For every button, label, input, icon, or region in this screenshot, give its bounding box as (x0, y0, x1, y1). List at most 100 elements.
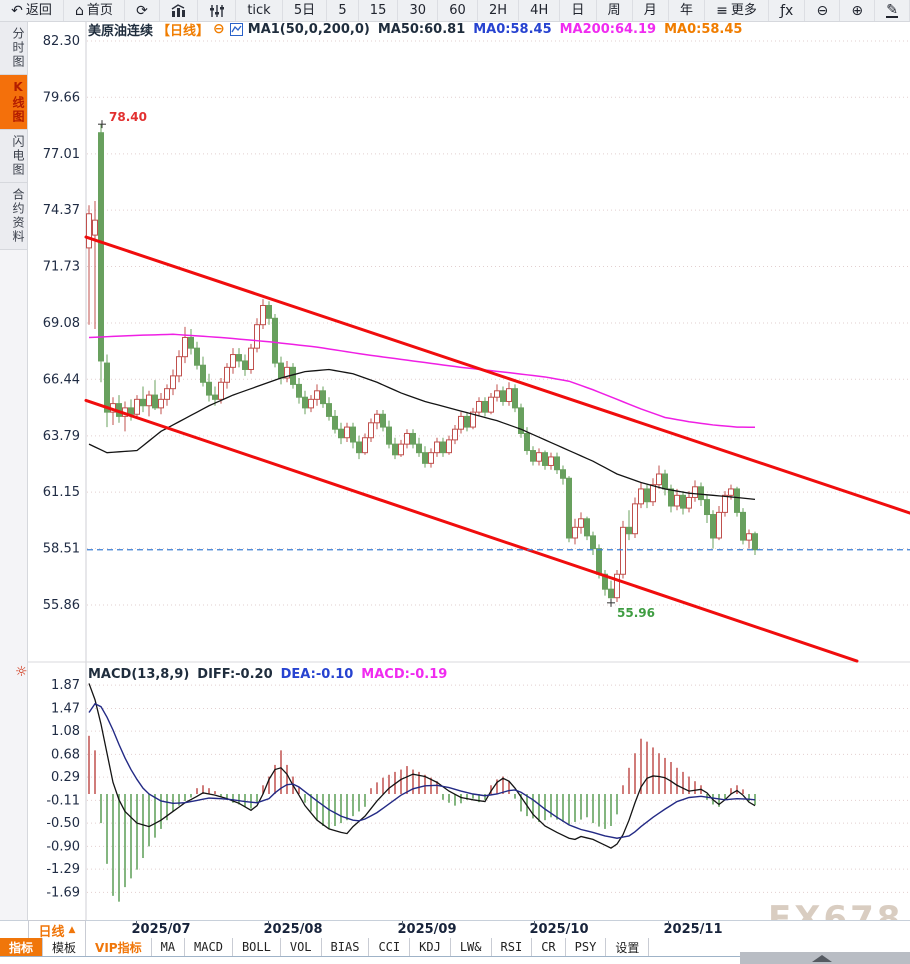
toolbar-tf-day-label: 日 (571, 2, 585, 18)
period-selector[interactable]: 日线 ▲ (28, 920, 86, 940)
sidebar-item-3[interactable]: 合约资料 (0, 183, 27, 250)
tab-KDJ[interactable]: KDJ (410, 938, 451, 956)
candle-body (188, 336, 194, 349)
sidebar-item-0[interactable]: 分时图 (0, 22, 27, 75)
kline-icon (229, 22, 243, 36)
tab-VOL[interactable]: VOL (281, 938, 322, 956)
toolbar-tf-15-button[interactable]: 15 (359, 0, 399, 21)
macd-diff-value: DIFF:-0.20 (197, 666, 273, 682)
collapse-panel-icon[interactable]: ⊖ (213, 21, 225, 37)
toolbar-fx-button[interactable]: ƒx (769, 0, 806, 21)
tab-PSY[interactable]: PSY (566, 938, 607, 956)
low-price-annotation: 55.96 (617, 606, 655, 620)
price-axis-label: 61.15 (43, 485, 80, 500)
candle-body (344, 426, 350, 439)
toolbar-tf-month-label: 月 (643, 2, 657, 18)
toolbar-tf-week-button[interactable]: 周 (597, 0, 633, 21)
tab-CCI[interactable]: CCI (369, 938, 411, 956)
toolbar-refresh-button[interactable]: ⟳ (125, 0, 160, 21)
candle-body (518, 407, 524, 434)
sidebar-item-2[interactable]: 闪电图 (0, 130, 27, 183)
toolbar-tf-5-button[interactable]: 5 (327, 0, 359, 21)
toolbar-draw-button[interactable]: ✎ (875, 0, 910, 21)
toolbar-range-5d-button[interactable]: 5日 (283, 0, 328, 21)
candle-body (500, 390, 506, 402)
toolbar-tf-5-label: 5 (338, 2, 347, 18)
candle-body (326, 403, 332, 417)
tab-MA[interactable]: MA (152, 938, 186, 956)
candle-body (692, 486, 698, 498)
macd-axis-label: 0.68 (51, 747, 80, 762)
scroll-up-icon (812, 955, 832, 962)
macd-panel-settings-icon[interactable]: ☼ (15, 664, 28, 680)
toolbar-zoom-in-button[interactable]: ⊕ (840, 0, 876, 21)
candle-body (146, 394, 152, 407)
toolbar-back-button[interactable]: ↶ 返回 (0, 0, 64, 21)
candle-body (272, 317, 278, 364)
toolbar-tick-button[interactable]: tick (236, 0, 283, 21)
toolbar-tf-60-button[interactable]: 60 (438, 0, 478, 21)
tab-[interactable]: 模板 (43, 938, 87, 956)
macd-axis-label: 1.08 (51, 724, 80, 739)
price-axis-label: 82.30 (43, 34, 80, 49)
toolbar-more-button[interactable]: ≡ 更多 (705, 0, 769, 21)
candle-body (650, 484, 656, 503)
candle-body (716, 511, 722, 539)
candle-body (596, 548, 602, 575)
candle-body (662, 473, 668, 490)
tab-[interactable]: 设置 (606, 938, 650, 956)
tab-CR[interactable]: CR (532, 938, 566, 956)
tab-LW[interactable]: LW& (451, 938, 492, 956)
more-icon: ≡ (716, 2, 728, 19)
period-badge: 【日线】 (157, 23, 210, 39)
candle-body (128, 407, 134, 415)
tab-[interactable]: 指标 (0, 938, 44, 956)
tab-BOLL[interactable]: BOLL (233, 938, 281, 956)
draw-icon: ✎ (886, 1, 898, 18)
price-axis-label: 74.37 (43, 203, 80, 218)
candle-body (674, 494, 680, 507)
candle-body (86, 213, 92, 249)
candle-body (182, 336, 188, 358)
toolbar-kline-chart-button[interactable] (160, 0, 199, 21)
candle-body (248, 347, 254, 370)
tab-MACD[interactable]: MACD (185, 938, 233, 956)
toolbar-tf-2h-button[interactable]: 2H (478, 0, 520, 21)
toolbar-tf-year-button[interactable]: 年 (669, 0, 706, 21)
candle-body (704, 499, 710, 516)
candle-body (350, 426, 356, 443)
toolbar-zoom-out-button[interactable]: ⊖ (805, 0, 841, 21)
candle-body (158, 398, 164, 409)
candle-body (632, 503, 638, 535)
candle-body (398, 443, 404, 456)
toolbar-back-label: 返回 (25, 2, 52, 18)
candle-body (536, 452, 542, 462)
tab-RSI[interactable]: RSI (492, 938, 533, 956)
candle-body (140, 398, 146, 407)
toolbar-home-button[interactable]: ⌂ 首页 (64, 0, 125, 21)
candle-body (668, 488, 674, 507)
sidebar-item-1[interactable]: K线图 (0, 75, 27, 130)
candle-body (260, 304, 266, 326)
candle-body (446, 439, 452, 454)
candle-body (524, 432, 530, 452)
macd-axis-label: -0.90 (46, 839, 80, 854)
toolbar-tf-month-button[interactable]: 月 (633, 0, 669, 21)
tab-VIP[interactable]: VIP指标 (86, 938, 152, 956)
home-icon: ⌂ (75, 2, 84, 19)
toolbar-tf-day-button[interactable]: 日 (560, 0, 597, 21)
candle-body (488, 396, 494, 413)
toolbar-tf-30-button[interactable]: 30 (398, 0, 439, 21)
toolbar-tf-4h-button[interactable]: 4H (519, 0, 561, 21)
horizontal-scrollbar[interactable] (740, 952, 910, 964)
candle-body (224, 366, 230, 383)
candle-body (584, 518, 590, 537)
tab-BIAS[interactable]: BIAS (322, 938, 370, 956)
candle-body (308, 398, 314, 409)
candle-body (602, 573, 608, 590)
toolbar-indicator-params-button[interactable] (198, 0, 237, 21)
x-axis-row: 日线 ▲ 2025/07 2025/08 2025/09 2025/10 2025/11 (0, 920, 910, 940)
candle-body (608, 588, 614, 599)
main-chart-header: 美原油连续 【日线】 ⊖ MA1(50,0,200,0) MA50:60.81 … (88, 21, 742, 39)
